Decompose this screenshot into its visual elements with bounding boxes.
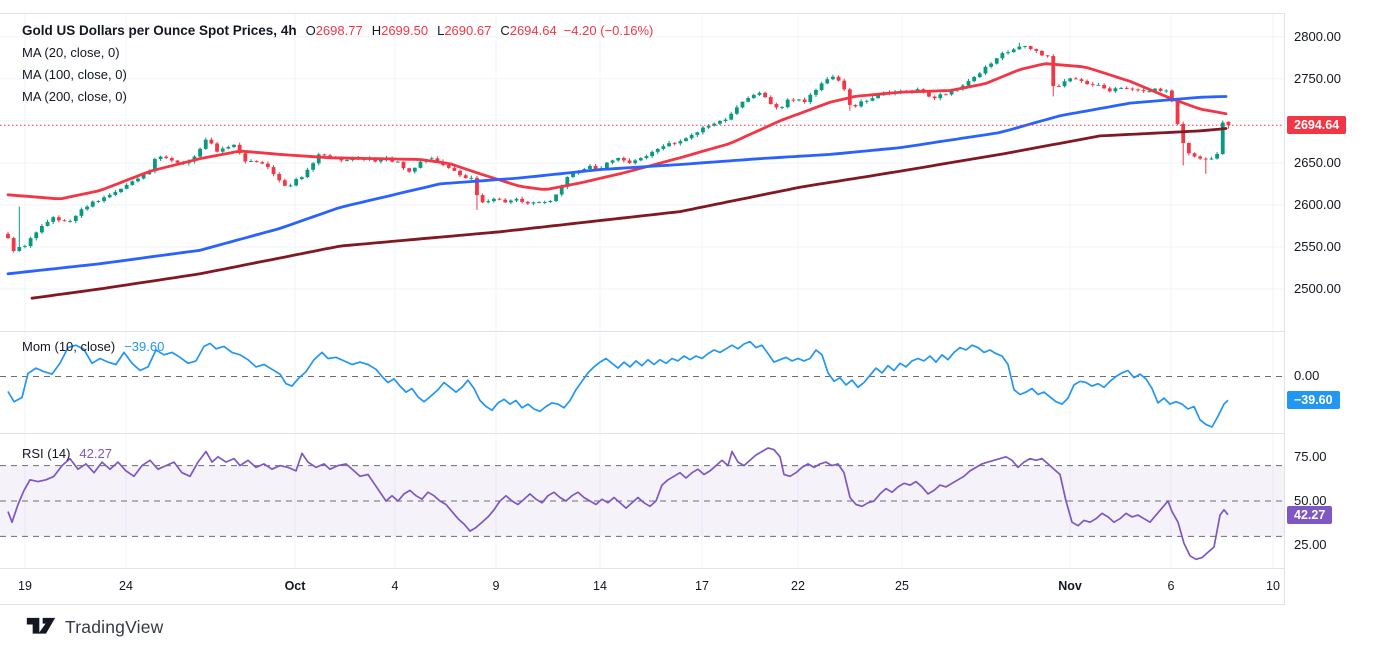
time-tick-10: 10	[1266, 579, 1280, 593]
ma20-label: MA (20, close, 0)	[22, 45, 120, 60]
time-tick-24: 24	[119, 579, 133, 593]
legend-ma200-row[interactable]: MA (200, close, 0)	[22, 86, 653, 108]
rsi-value: 42.27	[79, 446, 112, 461]
time-tick-4: 4	[391, 579, 399, 593]
time-tick-6: 6	[1167, 579, 1175, 593]
symbol-title: Gold US Dollars per Ounce Spot Prices, 4…	[22, 23, 297, 38]
legend-ma100-row[interactable]: MA (100, close, 0)	[22, 64, 653, 86]
ohlc-low-label: L	[437, 23, 445, 38]
last-price-badge: 2694.64	[1287, 116, 1347, 135]
price-tick-2800.00: 2800.00	[1294, 28, 1341, 44]
time-tick-17: 17	[695, 579, 709, 593]
momentum-label: Mom (10, close)	[22, 339, 116, 354]
tradingview-logo-text: TradingView	[65, 616, 164, 637]
legend-rsi[interactable]: RSI (14) 42.27	[22, 443, 112, 465]
time-tick-25: 25	[895, 579, 909, 593]
rsi-tick-75.00: 75.00	[1294, 448, 1327, 464]
legend-momentum[interactable]: Mom (10, close) −39.60	[22, 336, 164, 358]
tradingview-logo-icon	[26, 617, 56, 634]
legend-symbol-row[interactable]: Gold US Dollars per Ounce Spot Prices, 4…	[22, 20, 653, 42]
price-tick-2600.00: 2600.00	[1294, 196, 1341, 212]
legend-ma20-row[interactable]: MA (20, close, 0)	[22, 42, 653, 64]
price-axis[interactable]: 2800.00 2750.00 2650.00 2600.00 2550.00 2500.…	[1285, 13, 1374, 605]
mom-tick-0.00: 0.00	[1294, 368, 1320, 384]
ohlc-open-label: O	[305, 23, 316, 38]
time-tick-14: 14	[593, 579, 607, 593]
time-axis[interactable]: 19 24 Oct 4 9 14 17 22 25 Nov 6 10	[0, 569, 1284, 604]
momentum-value-badge: −39.60	[1287, 391, 1340, 410]
tradingview-logo[interactable]: TradingView	[26, 616, 164, 638]
price-tick-2750.00: 2750.00	[1294, 70, 1341, 86]
time-tick-Oct: Oct	[284, 579, 306, 593]
ohlc-high-value: 2699.50	[381, 23, 429, 38]
time-tick-22: 22	[791, 579, 805, 593]
time-tick-9: 9	[492, 579, 500, 593]
ohlc-open-value: 2698.77	[315, 23, 363, 38]
ohlc-readout: O2698.77 H2699.50 L2690.67 C2694.64	[297, 23, 557, 38]
ohlc-close-label: C	[500, 23, 510, 38]
rsi-value-badge: 42.27	[1287, 505, 1333, 524]
price-tick-2650.00: 2650.00	[1294, 154, 1341, 170]
ma200-label: MA (200, close, 0)	[22, 89, 127, 104]
time-tick-Nov: Nov	[1058, 579, 1082, 593]
price-tick-2550.00: 2550.00	[1294, 238, 1341, 254]
momentum-value: −39.60	[124, 339, 165, 354]
ohlc-high-label: H	[371, 23, 382, 38]
time-tick-19: 19	[18, 579, 32, 593]
ma100-label: MA (100, close, 0)	[22, 67, 127, 82]
legend-main: Gold US Dollars per Ounce Spot Prices, 4…	[22, 20, 653, 108]
rsi-tick-50.00: 50.00	[1294, 493, 1327, 508]
ohlc-low-value: 2690.67	[444, 23, 492, 38]
price-tick-2500.00: 2500.00	[1294, 280, 1341, 296]
change-readout: −4.20 (−0.16%)	[563, 23, 654, 38]
ohlc-close-value: 2694.64	[509, 23, 557, 38]
rsi-tick-25.00: 25.00	[1294, 537, 1327, 553]
rsi-label: RSI (14)	[22, 446, 71, 461]
